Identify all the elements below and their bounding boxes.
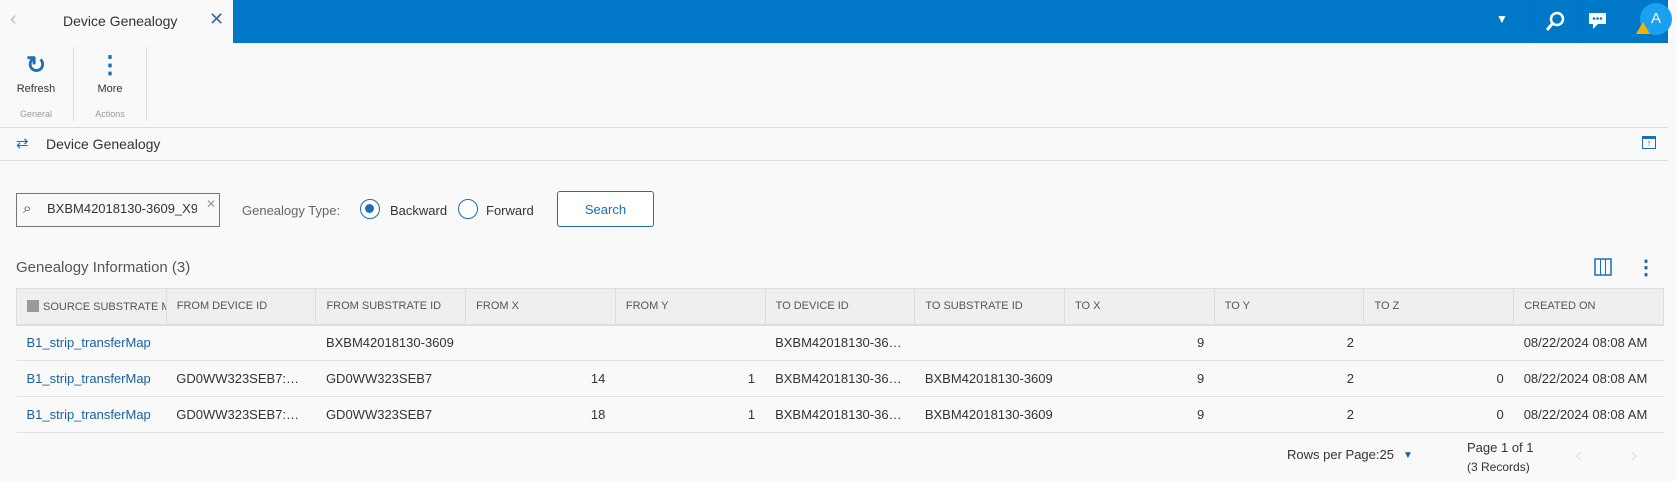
refresh-icon: ↻ [25, 52, 47, 79]
next-page-icon[interactable]: › [1630, 442, 1638, 467]
table-cell: 0 [1363, 360, 1514, 397]
more-button[interactable]: ⋮ More [75, 49, 145, 95]
column-header[interactable]: TO Y [1213, 288, 1365, 326]
table-row[interactable]: B1_strip_transferMap GD0WW323SEB7:14:2 GD0… [16, 360, 1664, 397]
column-header[interactable]: TO DEVICE ID [764, 288, 916, 326]
section-title: Genealogy Information (3) [16, 259, 191, 276]
table-cell [1363, 324, 1514, 361]
table-cell: B1_strip_transferMap [16, 396, 167, 433]
tab-device-genealogy[interactable]: ‹ Device Genealogy ✕ [0, 0, 233, 43]
table-header-row: SOURCE SUBSTRATE MAP FROM DEVICE ID FROM… [16, 288, 1664, 326]
ribbon-toolbar: ↻ Refresh General ⋮ More Actions [0, 43, 1668, 128]
divider [1531, 0, 1532, 43]
record-count: (3 Records) [1467, 460, 1530, 474]
more-options-icon[interactable]: ⋮ [1636, 257, 1656, 279]
column-header[interactable]: FROM SUBSTRATE ID [315, 288, 467, 326]
search-field[interactable]: ⌕ ✕ [16, 193, 220, 227]
rows-per-page[interactable]: Rows per Page:25 [1287, 447, 1394, 462]
table-cell: GD0WW323SEB7:18:2 [166, 396, 316, 433]
map-icon [27, 299, 39, 312]
table-cell [166, 324, 316, 361]
warning-icon [1636, 22, 1650, 34]
table-cell: BXBM42018130-3609 [315, 324, 466, 361]
table-cell: 18 [465, 396, 616, 433]
table-cell [465, 324, 616, 361]
table-cell: 0 [1363, 396, 1514, 433]
columns-icon[interactable] [1594, 258, 1612, 276]
chat-icon[interactable] [1588, 11, 1608, 31]
page-indicator: Page 1 of 1 [1467, 440, 1534, 455]
source-map-link[interactable]: B1_strip_transferMap [26, 371, 151, 386]
divider [1581, 0, 1582, 43]
search-icon: ⌕ [23, 200, 32, 217]
table-cell: BXBM42018130-3609... [765, 360, 915, 397]
table-cell: BXBM42018130-3609... [765, 396, 915, 433]
rows-per-page-dropdown-icon[interactable]: ▼ [1403, 450, 1413, 461]
backward-label[interactable]: Backward [390, 203, 448, 218]
table-cell: BXBM42018130-3609... [765, 324, 915, 361]
page-title-bar: ⇄ Device Genealogy ↑ [0, 128, 1668, 161]
table-cell: 08/22/2024 08:08 AM [1513, 324, 1664, 361]
genealogy-icon: ⇄ [16, 135, 29, 152]
table-cell: GD0WW323SEB7:14:2 [166, 360, 316, 397]
back-icon[interactable]: ‹ [10, 8, 17, 30]
table-cell: 2 [1214, 396, 1364, 433]
tab-title: Device Genealogy [63, 13, 178, 29]
table-cell: 2 [1214, 324, 1364, 361]
group-actions-label: Actions [95, 109, 125, 119]
table-cell: 08/22/2024 08:08 AM [1513, 360, 1664, 397]
genealogy-type-label: Genealogy Type: [242, 203, 341, 218]
top-bar [0, 0, 1668, 43]
search-input[interactable] [47, 201, 197, 216]
clear-icon[interactable]: ✕ [206, 197, 217, 211]
refresh-label: Refresh [16, 83, 56, 95]
search-button[interactable]: Search [557, 191, 654, 227]
table-cell: 08/22/2024 08:08 AM [1513, 396, 1664, 433]
table-cell: GD0WW323SEB7 [315, 360, 466, 397]
radio-backward[interactable] [360, 199, 380, 219]
page-title: Device Genealogy [46, 136, 161, 152]
source-map-link[interactable]: B1_strip_transferMap [26, 335, 151, 351]
table-cell: 1 [615, 360, 766, 397]
column-header[interactable]: TO X [1064, 288, 1215, 326]
previous-page-icon[interactable]: ‹ [1575, 442, 1583, 467]
table-cell [615, 324, 766, 361]
radio-forward[interactable] [458, 199, 478, 219]
more-label: More [97, 83, 123, 95]
table-cell: B1_strip_transferMap [16, 360, 167, 397]
table-row[interactable]: B1_strip_transferMap GD0WW323SEB7:18:2 GD0… [16, 396, 1664, 433]
table-cell: 1 [615, 396, 766, 433]
table-cell: BXBM42018130-3609 [914, 396, 1065, 433]
column-header[interactable]: FROM Y [614, 288, 766, 326]
dropdown-caret-icon[interactable]: ▼ [1496, 12, 1508, 26]
column-header[interactable]: FROM DEVICE ID [165, 288, 317, 326]
collapse-panel-icon[interactable]: ↑ [1642, 136, 1656, 149]
table-cell: 9 [1064, 360, 1215, 397]
column-header[interactable]: TO Z [1363, 288, 1515, 326]
table-cell [914, 324, 1065, 361]
column-header[interactable]: FROM X [465, 288, 616, 326]
table-cell: 9 [1064, 324, 1215, 361]
source-map-link[interactable]: B1_strip_transferMap [26, 407, 151, 422]
genealogy-table: SOURCE SUBSTRATE MAP FROM DEVICE ID FROM… [16, 288, 1664, 433]
table-cell: GD0WW323SEB7 [315, 396, 466, 433]
group-general-label: General [19, 109, 53, 119]
table-cell: 14 [465, 360, 616, 397]
column-header[interactable]: TO SUBSTRATE ID [914, 288, 1066, 326]
column-header[interactable]: CREATED ON [1513, 288, 1664, 326]
divider [73, 47, 74, 121]
table-row[interactable]: B1_strip_transferMap BXBM42018130-3609 BXB… [16, 324, 1664, 361]
more-vertical-icon: ⋮ [98, 52, 122, 79]
table-cell: 2 [1214, 360, 1364, 397]
divider [146, 47, 147, 121]
close-icon[interactable]: ✕ [209, 9, 225, 29]
refresh-button[interactable]: ↻ Refresh [1, 49, 71, 95]
forward-label[interactable]: Forward [486, 203, 534, 218]
table-cell: 9 [1064, 396, 1215, 433]
table-cell: BXBM42018130-3609 [914, 360, 1065, 397]
table-cell: B1_strip_transferMap [16, 324, 167, 361]
search-icon[interactable] [1545, 11, 1565, 33]
column-header[interactable]: SOURCE SUBSTRATE MAP [16, 288, 167, 326]
